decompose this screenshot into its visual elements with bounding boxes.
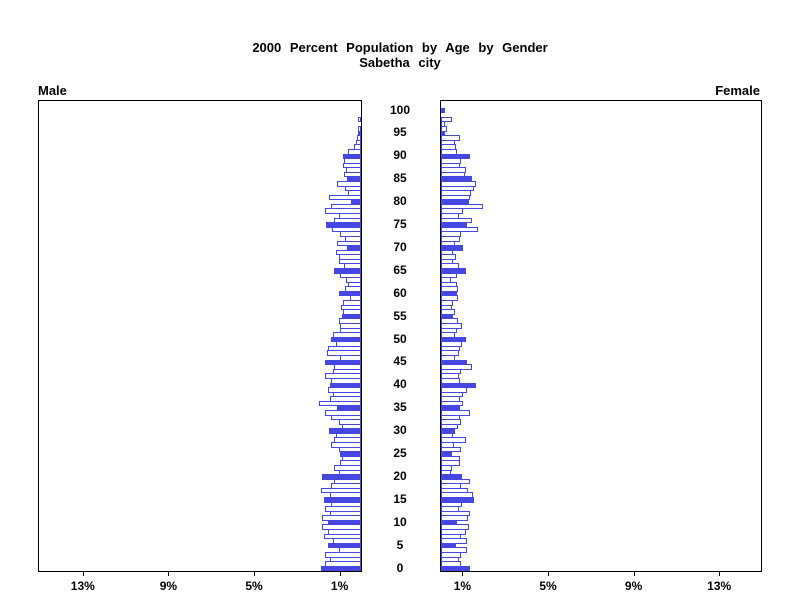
age-tick-label-25: 25 [393, 446, 407, 460]
age-tick-label-0: 0 [396, 560, 404, 575]
pct-tick-male-1 [339, 572, 341, 576]
age-tick-label-35: 35 [393, 400, 407, 415]
pct-tick-label-female-9: 9% [624, 579, 643, 593]
age-tick-label-10: 10 [393, 514, 407, 529]
age-tick-label-100: 100 [389, 102, 411, 117]
female-axis-label: Female [715, 83, 760, 98]
pct-tick-male-9 [168, 572, 170, 576]
pct-tick-label-male-13: 13% [70, 579, 95, 593]
pyramid-bar-male-age-81 [328, 194, 361, 201]
age-tick-label-75: 75 [393, 217, 407, 231]
pct-tick-label-male-1: 1% [330, 579, 349, 593]
chart-title-line2: Sabetha city [359, 55, 441, 70]
pyramid-bar-female-age-94 [441, 135, 461, 141]
age-tick-label-40: 40 [393, 377, 407, 392]
pct-tick-label-female-5: 5% [539, 579, 557, 593]
pct-tick-female-5 [548, 572, 549, 576]
pct-tick-male-13 [82, 572, 84, 576]
pyramid-bar-female-age-100 [441, 107, 446, 114]
female-chart-panel: 1% 5% 9% 13% [440, 100, 762, 593]
pct-tick-label-female-13: 13% [707, 579, 732, 593]
age-tick-label-90: 90 [393, 148, 407, 163]
pyramid-bar-male-age-79 [331, 203, 361, 210]
pct-tick-label-male-5: 5% [245, 579, 263, 593]
age-tick-label-15: 15 [393, 491, 407, 506]
pct-tick-label-female-1: 1% [453, 579, 472, 593]
age-tick-label-45: 45 [393, 354, 407, 369]
age-tick-label-20: 20 [393, 468, 407, 483]
pyramid-bar-female-age-20 [441, 474, 463, 480]
pyramid-bar-female-age-98 [441, 116, 452, 123]
male-chart-panel: 1% 5% 9% 13% [38, 100, 362, 593]
age-tick-label-50: 50 [393, 331, 407, 346]
chart-title-line1: 2000 Percent Population by Age by Gender [252, 40, 548, 55]
age-tick-label-55: 55 [393, 308, 407, 323]
pct-tick-female-1 [462, 572, 464, 576]
pct-tick-label-male-9: 9% [159, 579, 178, 593]
age-tick-label-95: 95 [393, 125, 407, 140]
age-tick-label-70: 70 [393, 239, 407, 254]
pyramid-bar-female-age-28 [441, 437, 466, 444]
pyramid-bar-male-age-98 [358, 116, 361, 123]
age-tick-label-85: 85 [393, 171, 407, 186]
pct-tick-male-5 [254, 572, 255, 576]
age-axis: 0 5 10 15 20 25 30 35 40 45 50 55 60 65 70 75 80 85 90 95 10… [360, 100, 440, 580]
male-axis-label: Male [38, 83, 67, 98]
pyramid-bar-male-age-96 [358, 126, 361, 132]
chart-title: 2000 Percent Population by Age by Gender… [0, 40, 800, 70]
age-tick-label-5: 5 [396, 537, 404, 552]
age-tick-label-80: 80 [393, 194, 407, 209]
age-tick-label-65: 65 [393, 262, 407, 277]
age-tick-label-60: 60 [393, 285, 407, 300]
pct-tick-female-9 [633, 572, 635, 576]
age-tick-label-30: 30 [393, 423, 407, 438]
pct-tick-female-13 [719, 572, 721, 576]
